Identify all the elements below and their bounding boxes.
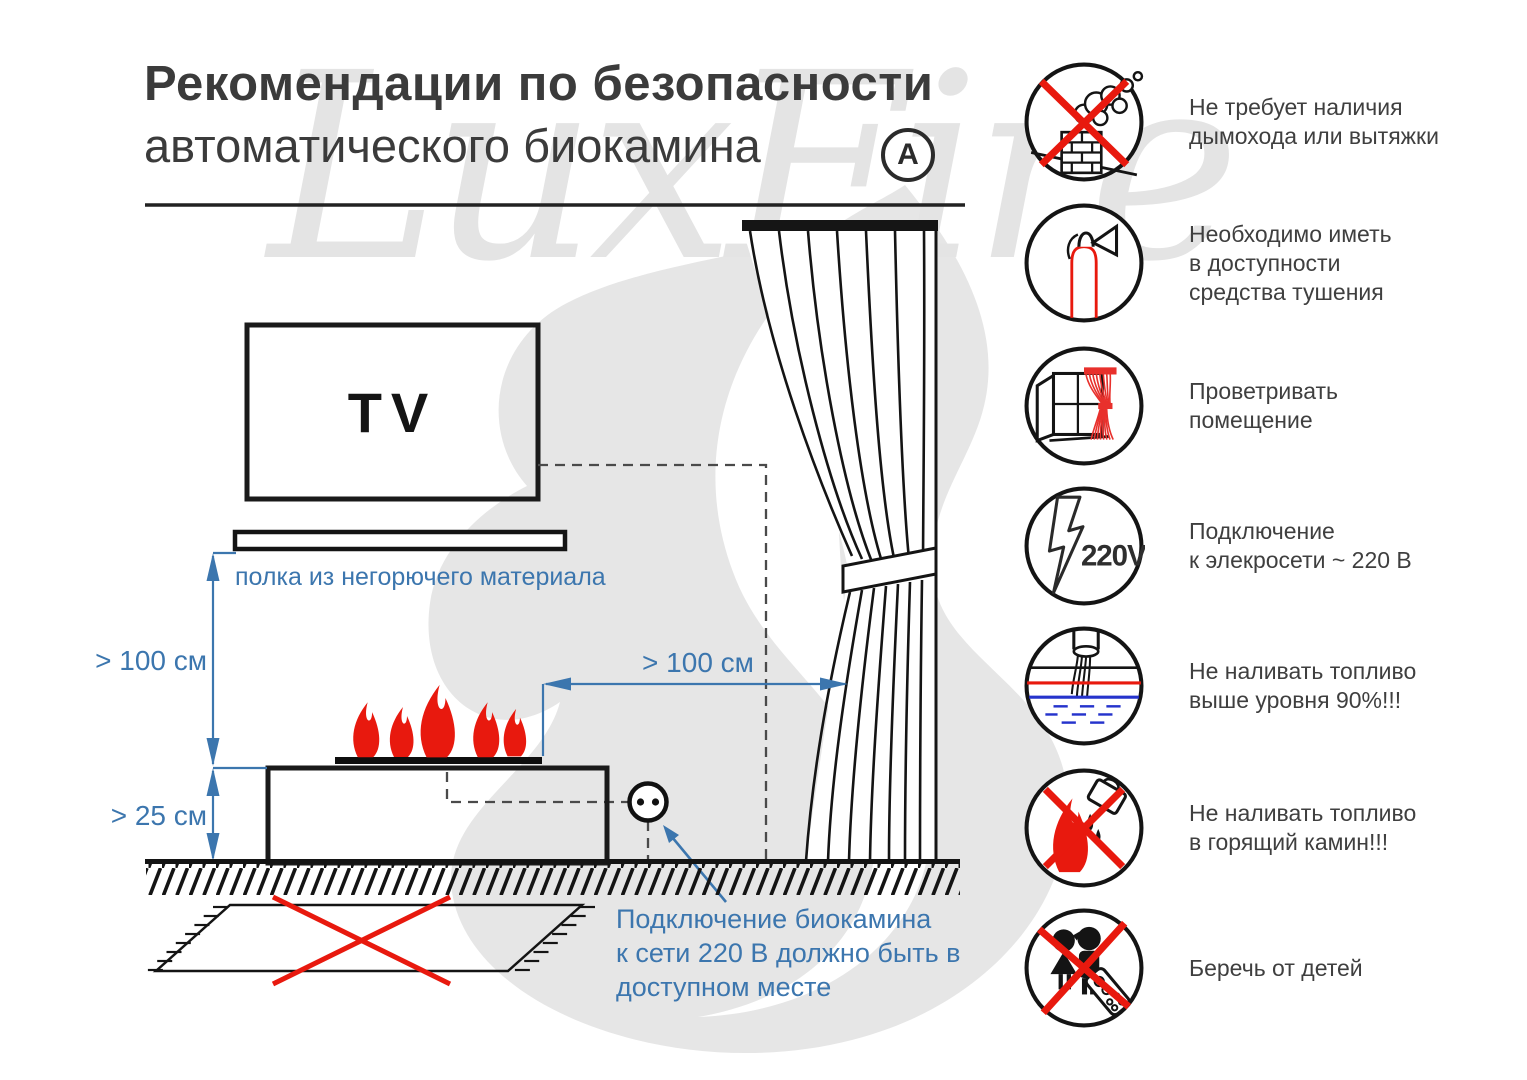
ventilation-icon (1023, 345, 1145, 467)
safety-text-line: помещение (1189, 407, 1313, 433)
power-outlet (627, 781, 669, 823)
extinguisher-icon (1023, 202, 1145, 324)
safety-text-line: дымохода или вытяжки (1189, 123, 1439, 149)
tv-box (244, 322, 541, 502)
outlet-note-line: к сети 220 В должно быть в (616, 938, 961, 968)
safety-text-line: Необходимо иметь (1189, 220, 1392, 247)
dimension-lines (206, 551, 848, 861)
safety-text-line: Не наливать топливо (1189, 658, 1417, 684)
safety-text-line: Проветривать (1189, 378, 1339, 404)
dashed-wiring (445, 463, 768, 861)
rug (147, 894, 595, 987)
tv-label: TV (347, 380, 438, 444)
shelf (232, 529, 568, 552)
outlet-note-line: Подключение биокамина (616, 904, 932, 934)
curtain-tieback (841, 546, 938, 594)
outlet-note: Подключение биокамина к сети 220 В должн… (616, 902, 961, 1004)
safety-text-line: Не требует наличия (1189, 94, 1403, 120)
dim-label-shelf-height: > 100 см (95, 645, 207, 676)
page-title-line2: автоматического биокамина (144, 119, 761, 172)
safety-item-no-refill: Не наливать топливо в горящий камин!!! (1023, 767, 1416, 889)
safety-text-line: выше уровня 90%!!! (1189, 687, 1402, 713)
curtain (742, 220, 938, 862)
rug-prohibition-cross (271, 894, 452, 987)
shelf-caption: полка из негорючего материала (235, 563, 606, 591)
safety-item-ventilation: Проветривать помещение (1023, 345, 1338, 467)
floor-hatching (146, 864, 960, 895)
dim-label-curtain-distance: > 100 см (642, 647, 754, 678)
outlet-note-line: доступном месте (616, 972, 832, 1002)
burner-line (335, 757, 542, 764)
safety-text-line: в доступности (1189, 249, 1341, 276)
safety-text-line: Подключение (1189, 518, 1335, 544)
safety-item-fuel-level: Не наливать топливо выше уровня 90%!!! (1023, 625, 1416, 747)
fuel-level-icon (1023, 625, 1145, 747)
safety-item-power: 220V Подключение к элекросети ~ 220 В (1023, 485, 1412, 607)
safety-item-extinguisher: Необходимо иметь в доступности средства … (1023, 202, 1392, 324)
dim-label-floor-height: > 25 см (110, 800, 207, 831)
safety-text-line: к элекросети ~ 220 В (1189, 547, 1412, 573)
no-refill-burning-icon (1023, 767, 1145, 889)
no-chimney-icon (1023, 61, 1145, 183)
curtain-rod (742, 220, 938, 231)
fireplace-box (265, 765, 610, 866)
220v-label: 220V (1081, 539, 1145, 572)
fire-flames (353, 684, 527, 758)
page-title-line1: Рекомендации по безопасности (144, 57, 934, 111)
power-220v-icon: 220V (1023, 485, 1148, 607)
safety-text-line: Беречь от детей (1189, 954, 1363, 981)
safety-item-no-chimney: Не требует наличия дымохода или вытяжки (1023, 61, 1439, 183)
certification-a-mark: A (881, 128, 935, 182)
safety-text-line: средства тушения (1189, 278, 1384, 305)
safety-item-children: Беречь от детей (1023, 907, 1363, 1029)
safety-text-line: в горящий камин!!! (1189, 829, 1389, 855)
keep-from-children-icon (1023, 907, 1145, 1029)
safety-text-line: Не наливать топливо (1189, 800, 1417, 826)
